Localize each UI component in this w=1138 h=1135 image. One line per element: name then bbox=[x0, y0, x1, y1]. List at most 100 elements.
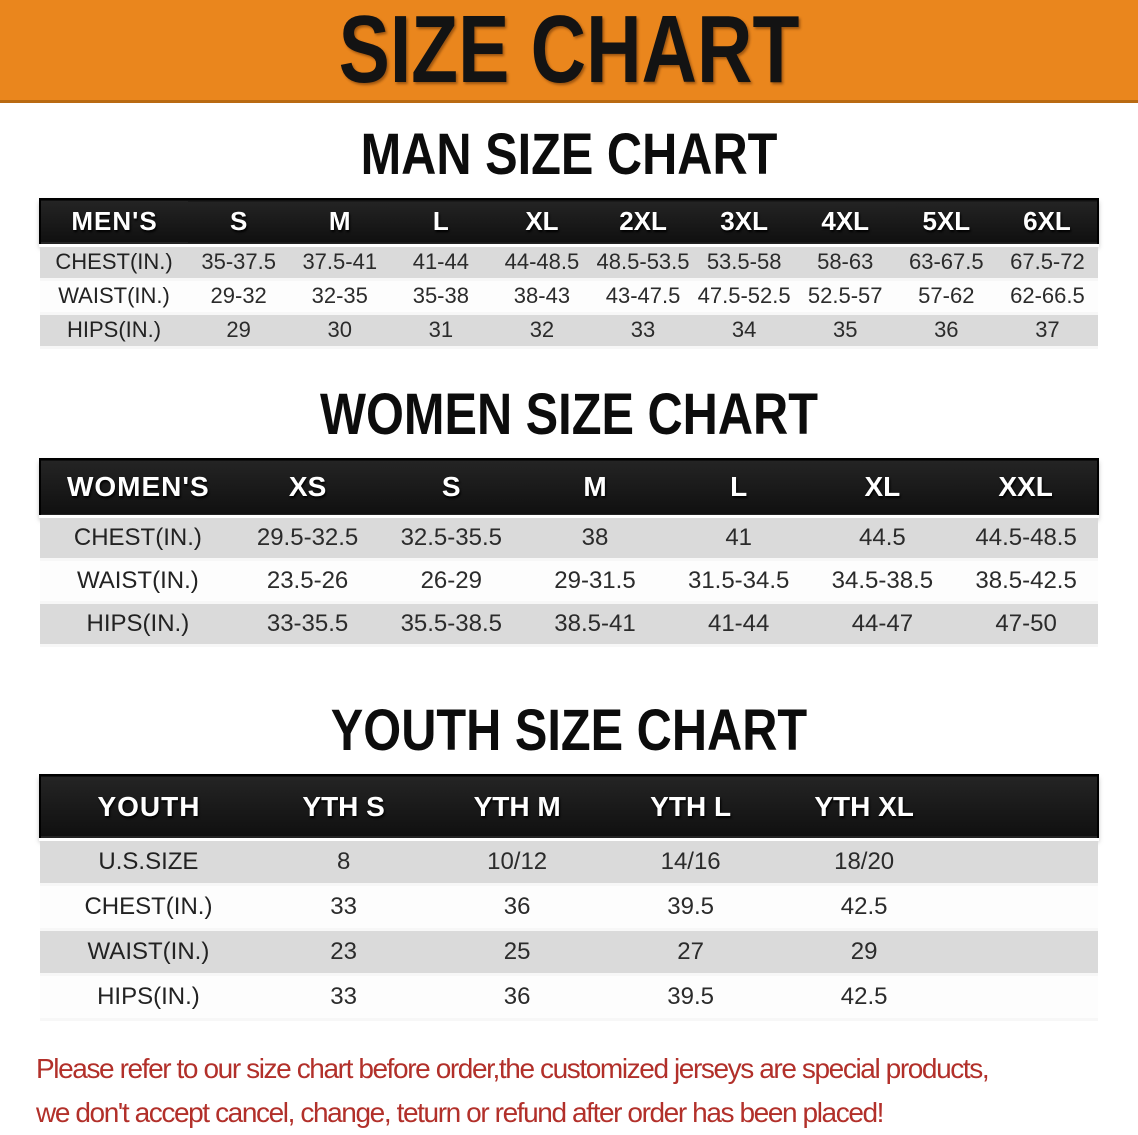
table-cell: 52.5-57 bbox=[807, 283, 883, 308]
table-head: WOMEN'S XS S M L XL XXL bbox=[40, 458, 1098, 517]
column-header: 3XL bbox=[720, 206, 768, 237]
column-header: 5XL bbox=[922, 206, 971, 237]
table-row: CHEST(IN.) 29.5-32.5 32.5-35.5 38 41 44.5 44.5… bbox=[40, 516, 1098, 560]
table-cell: 34.5-38.5 bbox=[831, 567, 934, 594]
filler-cell bbox=[951, 974, 1098, 1019]
row-label: HIPS(IN.) bbox=[66, 317, 162, 342]
table-cell: 42.5 bbox=[840, 892, 888, 920]
filler-cell bbox=[951, 929, 1098, 974]
table-cell: 18/20 bbox=[834, 847, 895, 875]
column-header: S bbox=[229, 206, 248, 237]
filler-cell bbox=[951, 775, 1098, 839]
row-label: CHEST(IN.) bbox=[55, 249, 173, 274]
table-row: WAIST(IN.) 29-32 32-35 35-38 38-43 43-47.5 47.… bbox=[40, 279, 1098, 313]
table-row: CHEST(IN.) 33 36 39.5 42.5 bbox=[40, 884, 1098, 929]
table-cell: 36 bbox=[934, 317, 959, 342]
men-size-table: MEN'S S M L XL 2XL 3XL 4XL 5XL 6XL CHEST(IN.) 35-37… bbox=[39, 198, 1099, 349]
column-header: YTH M bbox=[473, 790, 561, 822]
table-cell: 23.5-26 bbox=[266, 567, 349, 594]
table-body: U.S.SIZE 8 10/12 14/16 18/20 CHEST(IN.) 33 36 39… bbox=[40, 839, 1098, 1019]
table-cell: 32 bbox=[529, 317, 555, 342]
youth-section-title: YOUTH SIZE CHART bbox=[330, 698, 808, 763]
table-cell: 8 bbox=[336, 847, 351, 875]
column-header: 2XL bbox=[619, 206, 667, 237]
table-cell: 47.5-52.5 bbox=[697, 283, 791, 308]
table-cell: 29-32 bbox=[210, 283, 267, 308]
table-header-row: MEN'S S M L XL 2XL 3XL 4XL 5XL 6XL bbox=[40, 199, 1098, 245]
column-header: YTH L bbox=[650, 790, 732, 822]
table-row: HIPS(IN.) 33 36 39.5 42.5 bbox=[40, 974, 1098, 1019]
table-cell: 38.5-41 bbox=[554, 610, 636, 637]
women-size-table: WOMEN'S XS S M L XL XXL CHEST(IN.) 29.5-32.5 32.5… bbox=[39, 458, 1099, 648]
column-header: 4XL bbox=[821, 206, 870, 237]
column-header: XL bbox=[864, 471, 901, 503]
table-row: HIPS(IN.) 29 30 31 32 33 34 35 36 37 bbox=[40, 313, 1098, 347]
table-cell: 41-44 bbox=[707, 610, 770, 637]
table-row: CHEST(IN.) 35-37.5 37.5-41 41-44 44-48.5 48.5… bbox=[40, 245, 1098, 279]
table-cell: 53.5-58 bbox=[706, 249, 782, 274]
youth-size-section: YOUTH SIZE CHART YOUTH YTH S YTH M YTH L YTH… bbox=[0, 702, 1138, 1021]
table-cell: 34 bbox=[731, 317, 757, 342]
table-cell: 23 bbox=[330, 937, 357, 965]
table-cell: 43-47.5 bbox=[605, 283, 681, 308]
table-header-row: YOUTH YTH S YTH M YTH L YTH XL bbox=[40, 775, 1098, 839]
table-cell: 44-48.5 bbox=[504, 249, 580, 274]
column-header: XS bbox=[288, 471, 327, 503]
table-cell: 29 bbox=[850, 937, 878, 965]
row-label: CHEST(IN.) bbox=[73, 524, 202, 551]
table-cell: 36 bbox=[503, 982, 531, 1010]
table-cell: 41-44 bbox=[412, 249, 469, 274]
table-row: U.S.SIZE 8 10/12 14/16 18/20 bbox=[40, 839, 1098, 884]
row-label: CHEST(IN.) bbox=[84, 892, 213, 920]
table-row: WAIST(IN.) 23.5-26 26-29 29-31.5 31.5-34.5 34… bbox=[40, 559, 1098, 603]
table-cell: 30 bbox=[327, 317, 352, 342]
column-header: M bbox=[328, 206, 351, 237]
table-cell: 39.5 bbox=[667, 982, 714, 1010]
table-cell: 29.5-32.5 bbox=[256, 524, 359, 551]
table-cell: 33 bbox=[630, 317, 656, 342]
table-cell: 37.5-41 bbox=[302, 249, 378, 274]
table-cell: 44.5 bbox=[859, 524, 906, 551]
column-header: XXL bbox=[998, 471, 1053, 503]
filler-cell bbox=[951, 839, 1098, 884]
women-section-title: WOMEN SIZE CHART bbox=[319, 381, 818, 447]
table-cell: 26-29 bbox=[420, 567, 482, 594]
table-cell: 38 bbox=[581, 524, 609, 551]
banner: SIZE CHART bbox=[0, 0, 1138, 103]
table-cell: 29 bbox=[226, 317, 251, 342]
table-cell: 41 bbox=[725, 524, 753, 551]
table-body: CHEST(IN.) 35-37.5 37.5-41 41-44 44-48.5 48.5… bbox=[40, 245, 1098, 347]
table-cell: 32-35 bbox=[311, 283, 368, 308]
table-cell: 63-67.5 bbox=[909, 249, 984, 274]
column-header: S bbox=[441, 471, 461, 503]
table-cell: 29-31.5 bbox=[554, 567, 636, 594]
table-cell: 35.5-38.5 bbox=[400, 610, 502, 637]
column-header: M bbox=[583, 471, 607, 503]
row-label: HIPS(IN.) bbox=[86, 610, 190, 637]
table-cell: 33-35.5 bbox=[266, 610, 349, 637]
table-cell: 42.5 bbox=[840, 982, 888, 1010]
table-cell: 47-50 bbox=[995, 610, 1057, 637]
table-cell: 38-43 bbox=[513, 283, 571, 308]
table-cell: 67.5-72 bbox=[1010, 249, 1085, 274]
table-row: HIPS(IN.) 33-35.5 35.5-38.5 38.5-41 41-44 44-… bbox=[40, 602, 1098, 646]
table-cell: 33 bbox=[330, 982, 357, 1010]
table-row: WAIST(IN.) 23 25 27 29 bbox=[40, 929, 1098, 974]
women-size-section: WOMEN SIZE CHART WOMEN'S XS S M L XL XXL CHEST(… bbox=[0, 381, 1138, 648]
row-label: WAIST(IN.) bbox=[58, 283, 170, 308]
table-cell: 58-63 bbox=[817, 249, 874, 274]
banner-title: SIZE CHART bbox=[338, 0, 800, 103]
table-cell: 44-47 bbox=[851, 610, 914, 637]
disclaimer: Please refer to our size chart before or… bbox=[0, 1047, 1138, 1135]
men-size-section: MAN SIZE CHART MEN'S S M L XL 2XL 3XL 4XL 5XL 6XL… bbox=[0, 126, 1138, 349]
table-cell: 31.5-34.5 bbox=[687, 567, 790, 594]
table-cell: 35-37.5 bbox=[201, 249, 276, 274]
table-cell: 25 bbox=[503, 937, 531, 965]
row-label: HIPS(IN.) bbox=[97, 982, 200, 1010]
table-cell: 37 bbox=[1035, 317, 1060, 342]
table-header-label: YOUTH bbox=[97, 790, 201, 822]
table-cell: 57-62 bbox=[918, 283, 975, 308]
table-head: YOUTH YTH S YTH M YTH L YTH XL bbox=[40, 775, 1098, 839]
men-section-title: MAN SIZE CHART bbox=[360, 122, 778, 187]
